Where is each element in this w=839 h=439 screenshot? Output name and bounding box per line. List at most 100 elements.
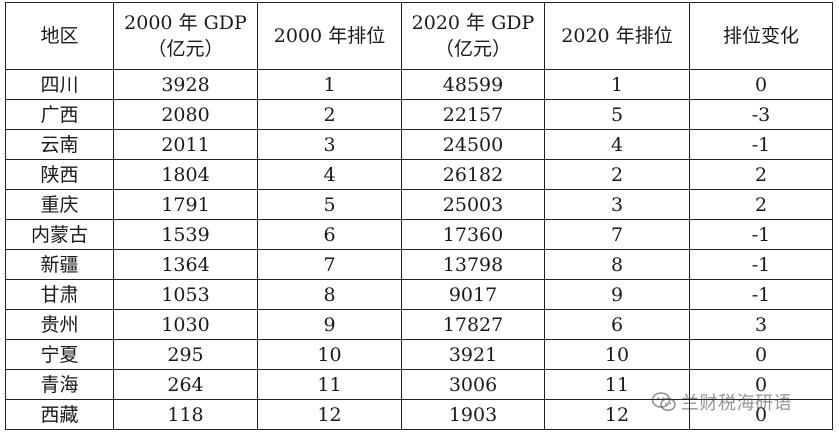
header-rank-change-label: 排位变化	[722, 25, 799, 47]
cell-rank-2020: 2	[544, 159, 690, 190]
header-row: 地区 2000 年 GDP （亿元） 2000 年排位 2020 年 GDP （…	[5, 2, 833, 70]
cell-rank-change: 0	[689, 369, 833, 400]
table-body: 四川 3928 1 48599 1 0 广西 2080 2 22157 5 -3 云南 2011 3 2450…	[5, 69, 833, 430]
table-row: 云南 2011 3 24500 4 -1	[5, 129, 833, 160]
cell-region: 新疆	[5, 249, 114, 280]
cell-rank-change: -1	[689, 249, 833, 280]
cell-rank-2020: 6	[544, 309, 690, 340]
cell-gdp-2020: 3921	[401, 339, 545, 370]
cell-gdp-2020: 17827	[401, 309, 545, 340]
cell-rank-change: -1	[689, 279, 833, 310]
cell-rank-2020: 9	[544, 279, 690, 310]
cell-rank-change: 0	[689, 399, 833, 430]
cell-rank-2020: 10	[544, 339, 690, 370]
header-region-label: 地区	[40, 25, 79, 47]
cell-gdp-2000: 295	[113, 339, 258, 370]
cell-gdp-2000: 1539	[113, 219, 258, 250]
cell-rank-2020: 12	[544, 399, 690, 430]
cell-gdp-2020: 48599	[401, 69, 545, 100]
cell-rank-2020: 8	[544, 249, 690, 280]
table-row: 贵州 1030 9 17827 6 3	[5, 309, 833, 340]
cell-gdp-2000: 2080	[113, 99, 258, 130]
cell-rank-2020: 3	[544, 189, 690, 220]
table-row: 宁夏 295 10 3921 10 0	[5, 339, 833, 370]
table-header: 地区 2000 年 GDP （亿元） 2000 年排位 2020 年 GDP （…	[5, 2, 833, 70]
header-gdp-2020-line1: 2020 年 GDP	[411, 12, 535, 34]
cell-rank-2000: 3	[257, 129, 402, 160]
cell-rank-change: 0	[689, 69, 833, 100]
cell-gdp-2020: 9017	[401, 279, 545, 310]
table-row: 重庆 1791 5 25003 3 2	[5, 189, 833, 220]
cell-rank-change: -1	[689, 129, 833, 160]
cell-rank-2000: 10	[257, 339, 402, 370]
cell-region: 云南	[5, 129, 114, 160]
cell-region: 甘肃	[5, 279, 114, 310]
cell-gdp-2020: 22157	[401, 99, 545, 130]
table-row: 青海 264 11 3006 11 0	[5, 369, 833, 400]
cell-rank-change: 2	[689, 159, 833, 190]
table-row: 甘肃 1053 8 9017 9 -1	[5, 279, 833, 310]
header-gdp-2000: 2000 年 GDP （亿元）	[113, 2, 258, 70]
cell-rank-2000: 9	[257, 309, 402, 340]
cell-region: 内蒙古	[5, 219, 114, 250]
cell-region: 重庆	[5, 189, 114, 220]
cell-rank-2000: 6	[257, 219, 402, 250]
cell-rank-2000: 11	[257, 369, 402, 400]
cell-region: 宁夏	[5, 339, 114, 370]
header-rank-change: 排位变化	[689, 2, 833, 70]
cell-rank-2020: 11	[544, 369, 690, 400]
cell-rank-change: 2	[689, 189, 833, 220]
cell-rank-2000: 1	[257, 69, 402, 100]
cell-rank-2020: 7	[544, 219, 690, 250]
table-row: 陕西 1804 4 26182 2 2	[5, 159, 833, 190]
cell-gdp-2020: 26182	[401, 159, 545, 190]
header-region: 地区	[5, 2, 114, 70]
header-gdp-2000-line1: 2000 年 GDP	[124, 12, 247, 34]
cell-rank-change: 3	[689, 309, 833, 340]
cell-rank-2000: 12	[257, 399, 402, 430]
cell-rank-change: 0	[689, 339, 833, 370]
header-gdp-2020: 2020 年 GDP （亿元）	[401, 2, 545, 70]
cell-rank-2020: 4	[544, 129, 690, 160]
cell-rank-change: -1	[689, 219, 833, 250]
cell-gdp-2000: 1053	[113, 279, 258, 310]
cell-region: 陕西	[5, 159, 114, 190]
cell-gdp-2020: 1903	[401, 399, 545, 430]
header-rank-2000: 2000 年排位	[257, 2, 402, 70]
cell-gdp-2000: 1364	[113, 249, 258, 280]
cell-gdp-2020: 13798	[401, 249, 545, 280]
header-rank-2000-label: 2000 年排位	[273, 25, 386, 47]
cell-region: 广西	[5, 99, 114, 130]
table-row: 广西 2080 2 22157 5 -3	[5, 99, 833, 130]
cell-rank-change: -3	[689, 99, 833, 130]
cell-region: 西藏	[5, 399, 114, 430]
cell-gdp-2020: 3006	[401, 369, 545, 400]
cell-region: 青海	[5, 369, 114, 400]
cell-rank-2020: 5	[544, 99, 690, 130]
cell-rank-2000: 2	[257, 99, 402, 130]
cell-rank-2000: 5	[257, 189, 402, 220]
header-rank-2020-label: 2020 年排位	[561, 25, 673, 47]
cell-rank-2000: 7	[257, 249, 402, 280]
cell-gdp-2000: 264	[113, 369, 258, 400]
cell-gdp-2000: 1804	[113, 159, 258, 190]
table-row: 新疆 1364 7 13798 8 -1	[5, 249, 833, 280]
table-row: 四川 3928 1 48599 1 0	[5, 69, 833, 100]
table-row: 内蒙古 1539 6 17360 7 -1	[5, 219, 833, 250]
cell-rank-2000: 4	[257, 159, 402, 190]
header-gdp-2000-line2: （亿元）	[147, 38, 224, 60]
cell-gdp-2000: 3928	[113, 69, 258, 100]
cell-gdp-2000: 1030	[113, 309, 258, 340]
cell-gdp-2020: 25003	[401, 189, 545, 220]
gdp-ranking-table: 地区 2000 年 GDP （亿元） 2000 年排位 2020 年 GDP （…	[5, 2, 833, 430]
cell-region: 四川	[5, 69, 114, 100]
cell-gdp-2000: 2011	[113, 129, 258, 160]
cell-rank-2000: 8	[257, 279, 402, 310]
cell-gdp-2020: 24500	[401, 129, 545, 160]
header-gdp-2020-line2: （亿元）	[434, 38, 511, 60]
table-row: 西藏 118 12 1903 12 0	[5, 399, 833, 430]
cell-gdp-2020: 17360	[401, 219, 545, 250]
header-rank-2020: 2020 年排位	[544, 2, 690, 70]
cell-region: 贵州	[5, 309, 114, 340]
cell-rank-2020: 1	[544, 69, 690, 100]
